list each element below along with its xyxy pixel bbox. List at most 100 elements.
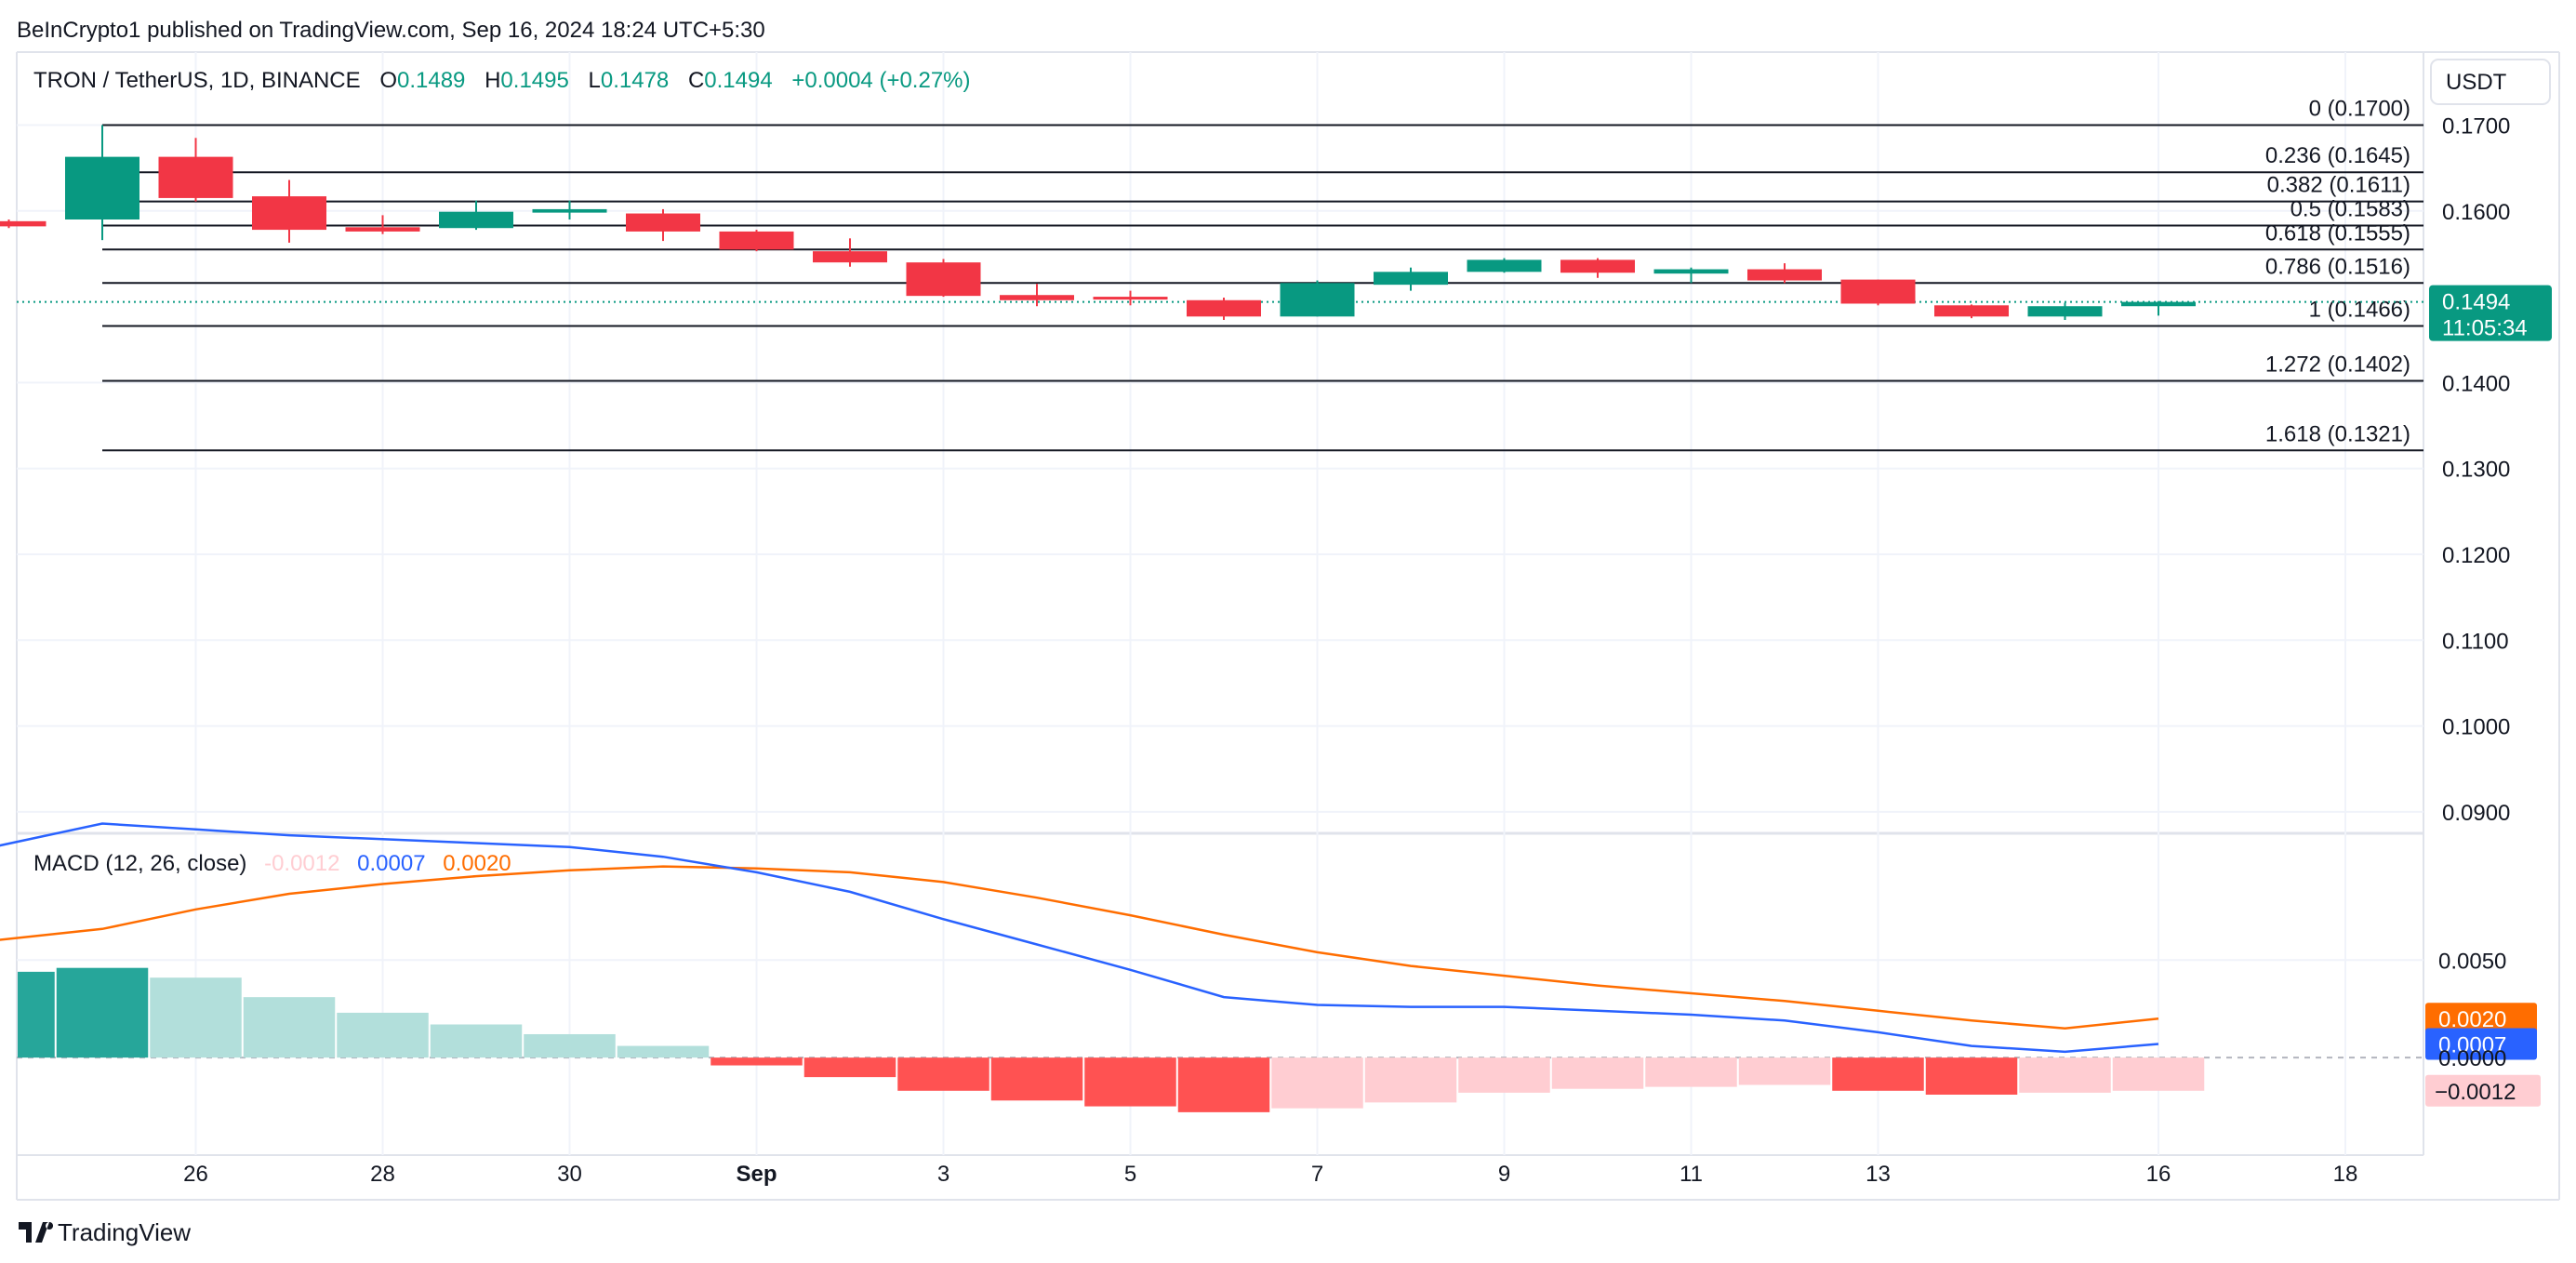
candlestick-series <box>0 125 2196 320</box>
histogram-bar-positive <box>337 1012 429 1058</box>
price-tick-label: 0.1700 <box>2442 113 2510 139</box>
brand-label: TradingView <box>58 1218 191 1246</box>
fib-level-label: 0.618 (0.1555) <box>2265 220 2410 246</box>
price-tick-label: 0.1600 <box>2442 200 2510 225</box>
candle-body-up <box>2027 306 2103 317</box>
candle-body-down <box>1560 259 1635 273</box>
macd-histogram <box>17 967 2423 1112</box>
price-tick-label: 0.0900 <box>2442 801 2510 826</box>
currency-button[interactable]: USDT <box>2430 59 2551 105</box>
macd-legend: MACD (12, 26, close) -0.0012 0.0007 0.00… <box>33 851 511 876</box>
fib-level-label: 0 (0.1700) <box>2309 96 2410 121</box>
histogram-bar-negative <box>897 1057 989 1091</box>
time-axis[interactable]: 26 28 30 Sep 3 5 7 9 11 13 16 18 <box>183 1162 2357 1187</box>
currency-label: USDT <box>2446 70 2507 95</box>
histogram-bar-positive <box>18 971 55 1058</box>
fib-level-label: 0.5 (0.1583) <box>2291 196 2410 221</box>
date-tick-label: 9 <box>1498 1162 1510 1187</box>
macd-badge: 0.0007 <box>2438 1032 2506 1057</box>
candle-body-down <box>626 213 700 232</box>
macd-legend-histogram: -0.0012 <box>264 851 339 876</box>
candle-body-down <box>813 251 887 263</box>
macd-lines <box>0 822 2159 1054</box>
candle-body-up <box>2121 301 2196 307</box>
grid-lines <box>17 52 2423 1155</box>
histogram-bar-negative <box>710 1057 803 1066</box>
ohlc-legend: TRON / TetherUS, 1D, BINANCE O0.1489 H0.… <box>33 68 971 93</box>
candle-body-up <box>1374 272 1448 286</box>
candle-body-down <box>158 156 233 198</box>
histogram-bar-negative <box>1551 1057 1644 1089</box>
candle-body-down <box>906 262 981 297</box>
low-label: L <box>589 68 601 93</box>
candle-body-down <box>1187 299 1261 317</box>
low-value: 0.1478 <box>601 68 669 93</box>
candle-body-down <box>1747 269 1822 281</box>
price-tick-label: 0.1000 <box>2442 715 2510 740</box>
fib-level-label: 0.236 (0.1645) <box>2265 143 2410 168</box>
high-value: 0.1495 <box>500 68 568 93</box>
fib-level-label: 1.272 (0.1402) <box>2265 352 2410 378</box>
histogram-badge: −0.0012 <box>2435 1080 2516 1105</box>
candle-body-up <box>532 208 607 213</box>
pane-frames <box>16 51 2560 1201</box>
candle-body-down <box>1093 297 1168 300</box>
fib-level-label: 0.382 (0.1611) <box>2267 173 2410 198</box>
macd-legend-macd: 0.0007 <box>357 851 425 876</box>
histogram-bar-negative <box>1271 1057 1363 1109</box>
tradingview-logo-icon <box>19 1222 54 1243</box>
date-tick-label: 13 <box>1866 1162 1891 1187</box>
candle-body-up <box>1280 283 1355 317</box>
price-tick-label: 0.1100 <box>2442 629 2509 654</box>
histogram-bar-negative <box>2019 1057 2111 1093</box>
histogram-bar-negative <box>1084 1057 1176 1107</box>
change-value: +0.0004 (+0.27%) <box>791 68 970 93</box>
fibonacci-retracement: 0 (0.1700)0.236 (0.1645)0.382 (0.1611)0.… <box>17 96 2423 452</box>
histogram-bar-negative <box>1177 1057 1270 1112</box>
date-tick-label: 18 <box>2333 1162 2358 1187</box>
date-tick-label: Sep <box>736 1162 777 1187</box>
date-tick-label: 3 <box>937 1162 949 1187</box>
fib-level-label: 1.618 (0.1321) <box>2265 421 2410 446</box>
tradingview-logo[interactable]: TradingView <box>19 1218 191 1246</box>
histogram-bar-negative <box>1832 1057 1924 1091</box>
candle-body-down <box>0 220 46 227</box>
close-label: C <box>688 68 704 93</box>
candle-body-up <box>65 156 139 219</box>
histogram-bar-negative <box>803 1057 896 1078</box>
histogram-bar-positive <box>243 997 336 1058</box>
price-axis[interactable]: 0.1700 0.1600 0.1400 0.1300 0.1200 0.1100 0.10… <box>2438 113 2510 974</box>
candle-body-down <box>1000 295 1074 300</box>
candle-body-down <box>345 227 420 232</box>
date-tick-label: 30 <box>557 1162 582 1187</box>
macd-legend-signal: 0.0020 <box>443 851 511 876</box>
candle-body-down <box>1840 279 1916 304</box>
price-tick-label: 0.1300 <box>2442 458 2510 483</box>
symbol-label: TRON / TetherUS, 1D, BINANCE <box>33 68 361 93</box>
histogram-bar-positive <box>617 1045 710 1058</box>
candle-body-up <box>439 211 513 229</box>
candle-body-down <box>1934 305 2009 317</box>
histogram-bar-positive <box>56 967 149 1058</box>
open-label: O <box>379 68 397 93</box>
candle-body-up <box>1467 259 1542 273</box>
date-tick-label: 26 <box>183 1162 208 1187</box>
date-tick-label: 16 <box>2146 1162 2171 1187</box>
high-label: H <box>485 68 500 93</box>
date-tick-label: 7 <box>1311 1162 1323 1187</box>
last-price-value: 0.1494 <box>2442 290 2510 315</box>
publisher-header: BeInCrypto1 published on TradingView.com… <box>17 18 765 43</box>
open-value: 0.1489 <box>397 68 465 93</box>
histogram-bar-positive <box>150 977 242 1058</box>
macd-legend-label: MACD (12, 26, close) <box>33 851 246 876</box>
macd-line <box>0 822 2159 1054</box>
close-value: 0.1494 <box>704 68 772 93</box>
candle-body-down <box>719 231 794 250</box>
candle-body-down <box>252 196 326 231</box>
candle-countdown: 11:05:34 <box>2442 316 2528 341</box>
histogram-bar-positive <box>430 1024 523 1058</box>
fib-level-label: 0.786 (0.1516) <box>2265 254 2410 279</box>
price-tick-label: 0.1400 <box>2442 371 2510 396</box>
candle-body-up <box>1653 269 1729 274</box>
